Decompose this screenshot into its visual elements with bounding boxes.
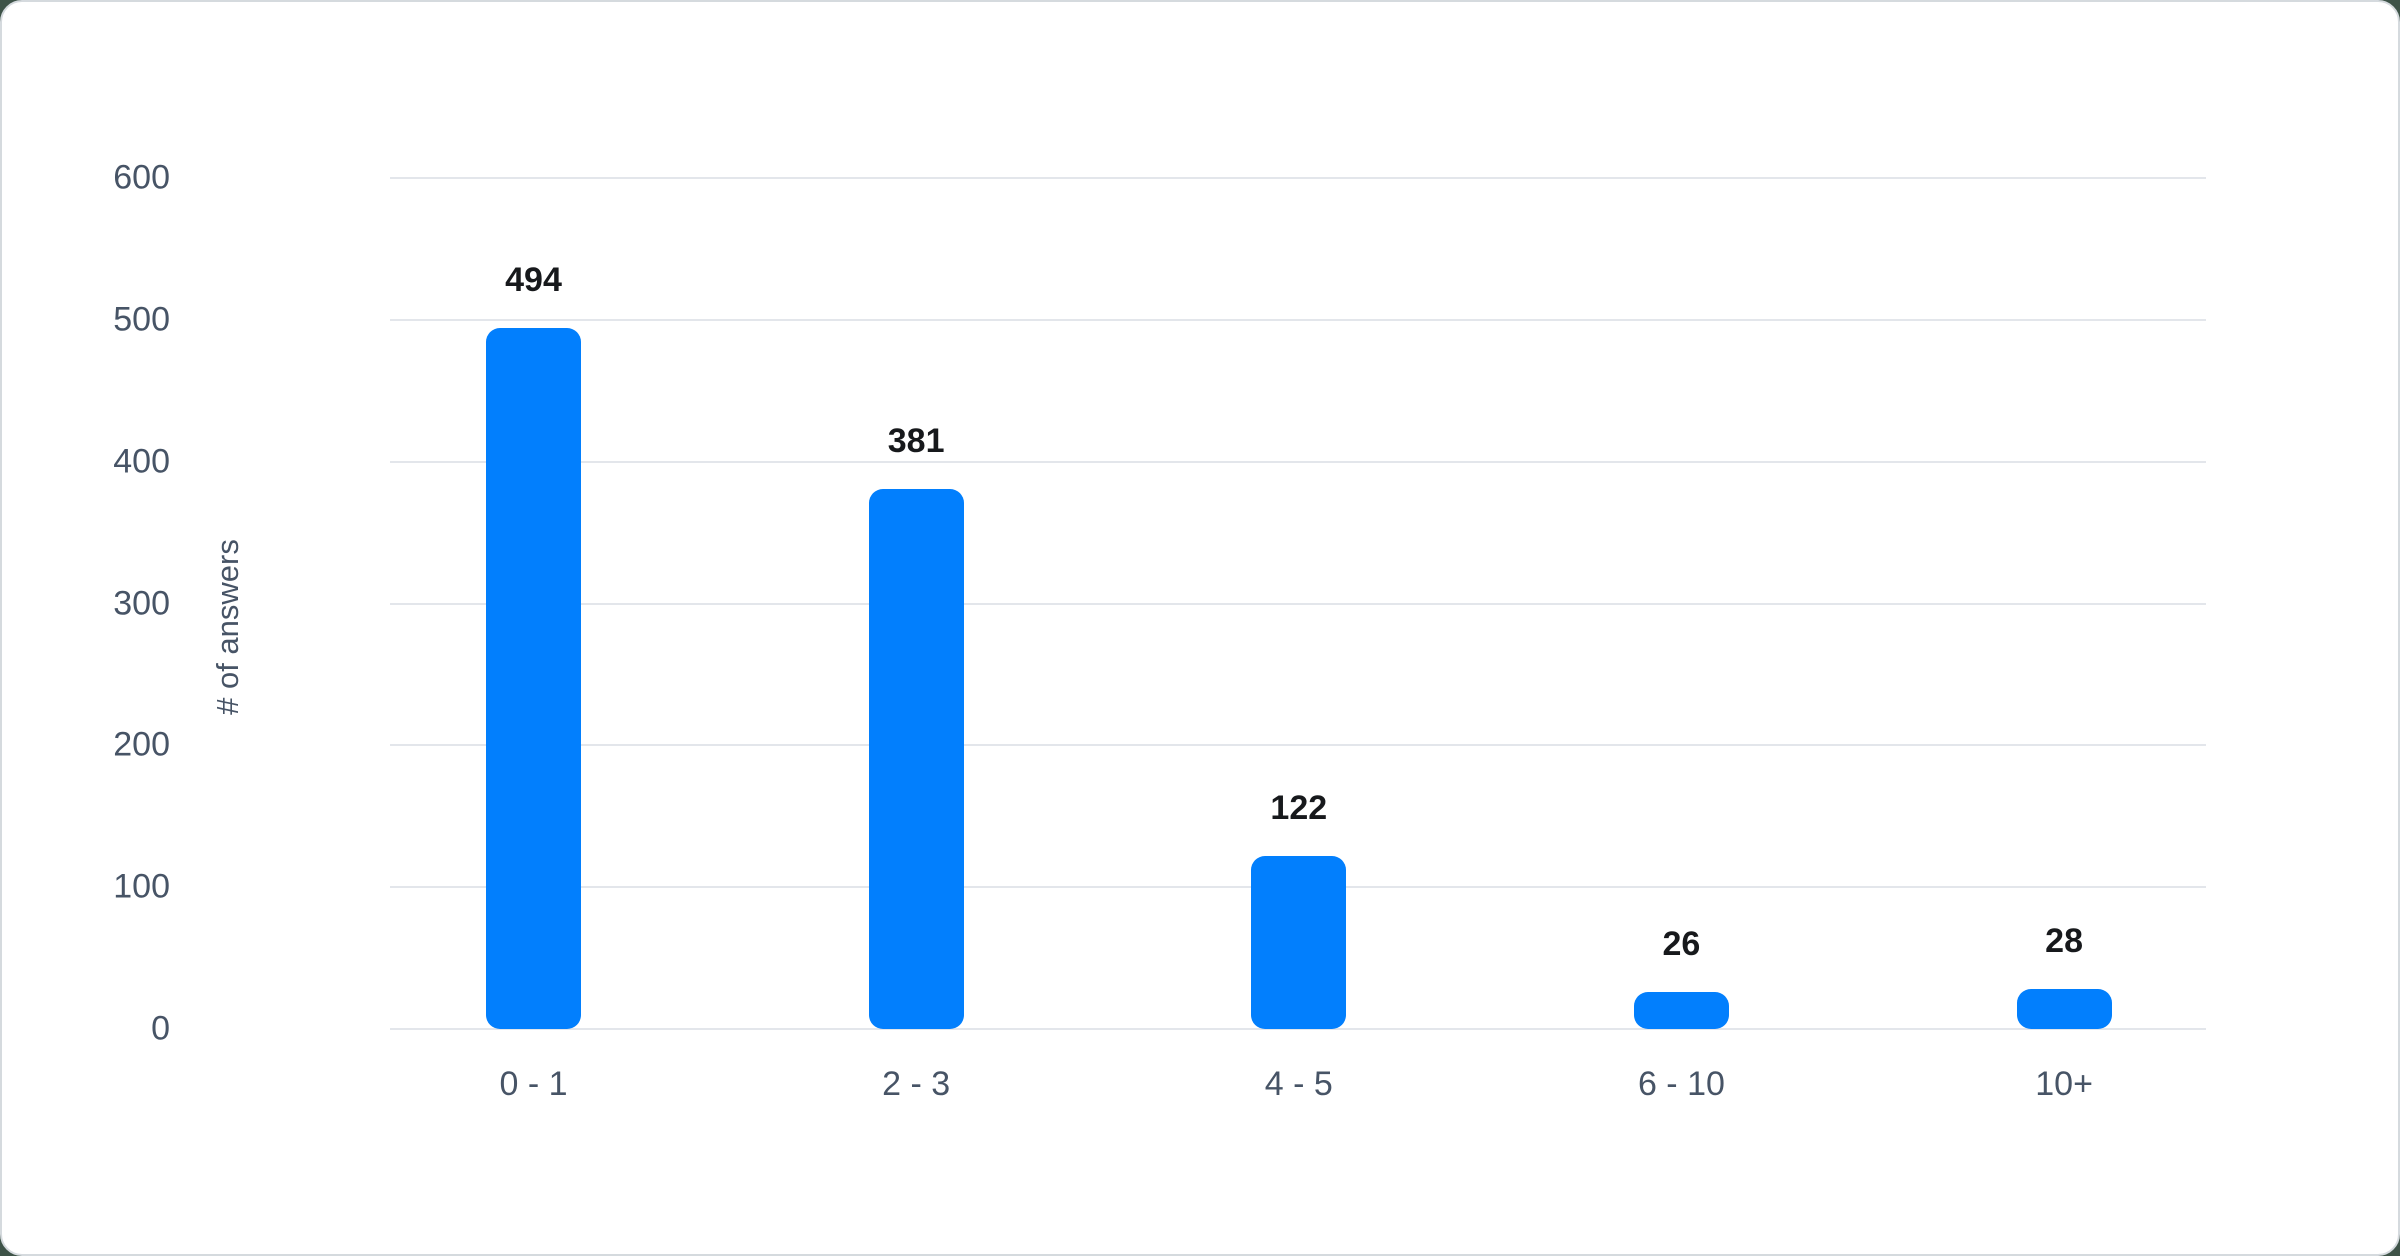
x-tick-label-6-10: 6 - 10 [1637,1065,1725,1103]
value-label-6-10: 26 [1662,925,1701,964]
y-tick-label-200: 200 [113,725,170,764]
y-tick-label-400: 400 [113,442,170,481]
gridline-200 [390,744,2206,747]
x-tick-label-2-3: 2 - 3 [882,1065,951,1103]
gridline-500 [390,318,2206,321]
x-tick-label-4-5: 4 - 5 [1264,1065,1333,1103]
value-label-0-1: 494 [505,261,562,300]
value-label-10plus: 28 [2045,922,2083,961]
bar-4-5 [1251,855,1347,1029]
value-label-4-5: 122 [1270,788,1328,827]
gridline-0 [390,1028,2206,1030]
y-axis-title: # of answers [210,539,245,715]
bar-2-3 [868,488,964,1029]
x-tick-label-0-1: 0 - 1 [499,1065,568,1103]
y-tick-label-100: 100 [113,867,170,906]
bar-6-10 [1633,992,1729,1029]
bar-10plus [2016,989,2112,1029]
plot-area: 600 500 400 300 200 100 0 494 0 - 1 381 2 - 3 122 4 … [113,159,2206,1103]
value-label-2-3: 381 [887,421,945,460]
gridline-600 [390,177,2206,179]
gridline-300 [390,602,2206,605]
gridline-400 [390,460,2206,463]
y-tick-label-300: 300 [113,584,170,622]
y-tick-label-500: 500 [113,300,170,339]
bar-0-1 [486,328,581,1029]
y-tick-label-600: 600 [113,158,170,197]
y-tick-label-0: 0 [151,1009,170,1048]
x-tick-label-10plus: 10+ [2035,1065,2093,1103]
